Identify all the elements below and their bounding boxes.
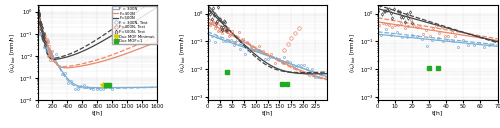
X-axis label: t[h]: t[h] <box>92 110 103 115</box>
Legend: F = 300N, F=400N, F=500N, F = 300N, Test, F=400N, Test, F=500N, Test, Duc MOF Mi: F = 300N, F=400N, F=500N, F = 300N, Test… <box>112 6 156 44</box>
Y-axis label: $(\dot{u}_z)_{bot}$ [mm/h]: $(\dot{u}_z)_{bot}$ [mm/h] <box>348 32 358 73</box>
Y-axis label: $(\dot{u}_z)_{bot}$ [mm/h]: $(\dot{u}_z)_{bot}$ [mm/h] <box>8 32 18 73</box>
X-axis label: t[h]: t[h] <box>432 110 444 115</box>
Y-axis label: $(\dot{u}_z)_{bot}$ [mm/h]: $(\dot{u}_z)_{bot}$ [mm/h] <box>178 32 188 73</box>
X-axis label: t[h]: t[h] <box>262 110 273 115</box>
